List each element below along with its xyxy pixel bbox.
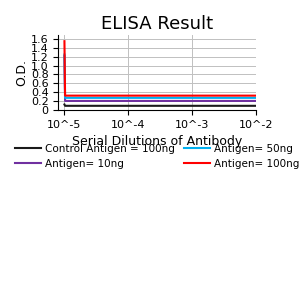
Antigen= 50ng (254, 96, 258, 100)
Control Antigen = 100ng (141, 104, 145, 108)
Antigen= 100ng (137, 94, 141, 98)
Antigen= 50ng (254, 96, 257, 100)
Antigen= 50ng (141, 96, 145, 100)
Control Antigen = 100ng (140, 104, 144, 108)
Antigen= 10ng (93, 99, 96, 103)
Title: ELISA Result: ELISA Result (101, 15, 213, 33)
Antigen= 100ng (93, 94, 96, 98)
Antigen= 100ng (81, 94, 84, 98)
Antigen= 100ng (63, 39, 66, 43)
Control Antigen = 100ng (137, 104, 141, 108)
Line: Control Antigen = 100ng: Control Antigen = 100ng (64, 104, 256, 106)
Legend: Control Antigen = 100ng, Antigen= 10ng, Antigen= 50ng, Antigen= 100ng: Control Antigen = 100ng, Antigen= 10ng, … (12, 141, 300, 172)
Antigen= 100ng (141, 94, 145, 98)
Antigen= 10ng (137, 99, 141, 103)
Antigen= 10ng (63, 54, 66, 58)
Antigen= 10ng (140, 99, 144, 103)
Y-axis label: O.D.: O.D. (15, 59, 28, 86)
Control Antigen = 100ng (254, 104, 258, 108)
Antigen= 10ng (141, 99, 145, 103)
Antigen= 100ng (254, 94, 257, 98)
Control Antigen = 100ng (93, 104, 96, 108)
Antigen= 10ng (81, 99, 84, 103)
Antigen= 10ng (254, 99, 257, 103)
Line: Antigen= 10ng: Antigen= 10ng (64, 56, 256, 101)
Control Antigen = 100ng (63, 103, 66, 106)
Line: Antigen= 50ng: Antigen= 50ng (64, 55, 256, 98)
Antigen= 100ng (254, 94, 258, 98)
Control Antigen = 100ng (254, 104, 257, 108)
X-axis label: Serial Dilutions of Antibody: Serial Dilutions of Antibody (72, 135, 242, 148)
Antigen= 50ng (63, 53, 66, 56)
Control Antigen = 100ng (81, 104, 84, 108)
Antigen= 50ng (140, 96, 144, 100)
Antigen= 100ng (140, 94, 144, 98)
Antigen= 50ng (93, 96, 96, 100)
Antigen= 10ng (254, 99, 258, 103)
Line: Antigen= 100ng: Antigen= 100ng (64, 41, 256, 96)
Antigen= 50ng (81, 96, 84, 100)
Antigen= 50ng (137, 96, 141, 100)
